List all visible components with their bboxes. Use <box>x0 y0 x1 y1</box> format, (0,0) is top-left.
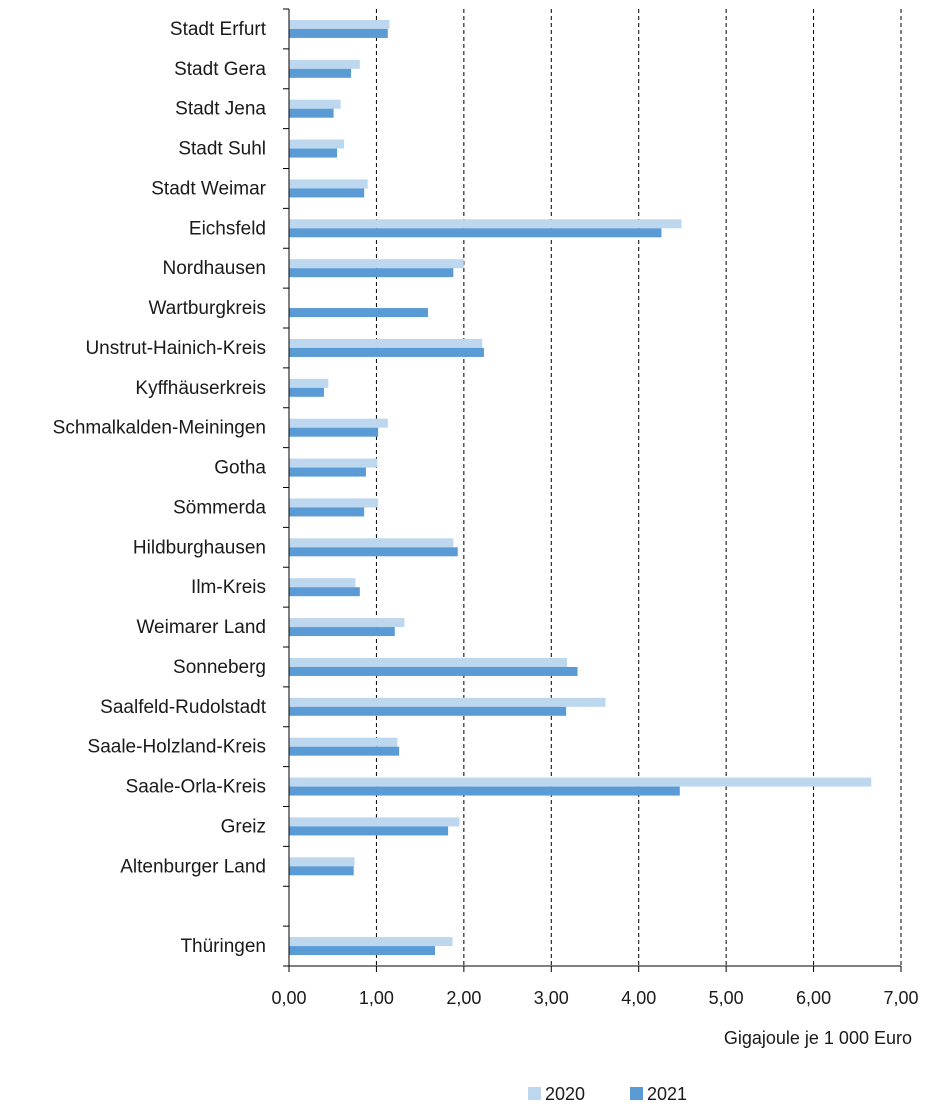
bar-2021 <box>289 627 395 637</box>
legend-swatch-2020 <box>528 1087 541 1100</box>
bar-2020 <box>289 458 378 468</box>
bar-2020 <box>289 259 464 269</box>
bar-2021 <box>289 826 449 836</box>
bar-2021 <box>289 746 400 756</box>
category-label: Kyffhäuserkreis <box>135 378 266 399</box>
category-label: Unstrut-Hainich-Kreis <box>85 338 266 359</box>
bar-2020 <box>289 697 606 707</box>
bar-2020 <box>289 817 460 827</box>
bar-2021 <box>289 28 388 38</box>
category-label: Schmalkalden-Meiningen <box>53 418 266 439</box>
bar-2020 <box>289 657 568 667</box>
bar-2020 <box>289 937 453 947</box>
bar-2021 <box>289 706 567 716</box>
bar-2021 <box>289 228 662 238</box>
category-label: Sömmerda <box>173 497 266 518</box>
bar-2021 <box>289 387 324 397</box>
bar-2020 <box>289 378 329 388</box>
category-label: Greiz <box>221 816 266 837</box>
category-label: Stadt Suhl <box>178 139 266 160</box>
category-label: Saale-Holzland-Kreis <box>88 737 266 758</box>
bar-2020 <box>289 99 341 109</box>
bar-2020 <box>289 857 355 867</box>
category-label: Nordhausen <box>162 258 266 279</box>
axes <box>283 8 902 972</box>
bar-2021 <box>289 666 578 676</box>
bar-2021 <box>289 188 365 198</box>
legend-label: 2021 <box>647 1084 687 1104</box>
grid-lines <box>375 9 902 966</box>
bar-2020 <box>289 777 872 787</box>
bar-2020 <box>289 737 398 747</box>
category-label: Altenburger Land <box>120 856 266 877</box>
x-axis-label: Gigajoule je 1 000 Euro <box>724 1028 912 1048</box>
bar-2021 <box>289 467 366 477</box>
bar-2021 <box>289 68 352 78</box>
x-tick-label: 4,00 <box>621 988 656 1008</box>
bar-2021 <box>289 946 436 956</box>
bar-2021 <box>289 268 454 278</box>
x-tick-label: 5,00 <box>709 988 744 1008</box>
bar-2020 <box>289 618 405 628</box>
category-label: Saalfeld-Rudolstadt <box>100 697 267 718</box>
category-label: Stadt Weimar <box>151 178 266 199</box>
bar-2021 <box>289 587 360 597</box>
bar-2020 <box>289 179 368 189</box>
bar-2020 <box>289 498 379 508</box>
x-tick-label: 2,00 <box>446 988 481 1008</box>
bar-2020 <box>289 219 682 229</box>
category-label: Stadt Erfurt <box>170 19 267 40</box>
bar-2021 <box>289 108 334 118</box>
category-label: Weimarer Land <box>136 617 266 638</box>
bar-2020 <box>289 578 356 588</box>
x-tick-label: 6,00 <box>796 988 831 1008</box>
x-tick-label: 3,00 <box>534 988 569 1008</box>
category-label: Stadt Gera <box>174 59 266 80</box>
legend-label: 2020 <box>545 1084 585 1104</box>
category-label: Sonneberg <box>173 657 266 678</box>
legend: 2020 2021 <box>528 1084 687 1104</box>
bar-2021 <box>289 427 379 437</box>
bar-2021 <box>289 308 429 318</box>
bar-2021 <box>289 148 338 158</box>
bar-2020 <box>289 338 483 348</box>
bar-2020 <box>289 19 390 29</box>
category-label: Saale-Orla-Kreis <box>126 777 266 798</box>
bar-2021 <box>289 507 365 517</box>
x-tick-label: 0,00 <box>271 988 306 1008</box>
bar-2020 <box>289 538 454 548</box>
category-label: Gotha <box>214 458 266 479</box>
x-tick-labels: 0,00 1,00 2,00 3,00 4,00 5,00 6,00 7,00 <box>271 988 918 1008</box>
category-label: Thüringen <box>180 936 266 957</box>
bar-2021 <box>289 866 354 876</box>
x-tick-label: 1,00 <box>359 988 394 1008</box>
bar-2020 <box>289 139 345 149</box>
bar-2021 <box>289 547 458 557</box>
bar-2020 <box>289 59 360 69</box>
legend-swatch-2021 <box>630 1087 643 1100</box>
bar-2021 <box>289 786 680 796</box>
bars <box>289 19 872 956</box>
category-label: Stadt Jena <box>175 99 266 120</box>
bar-2021 <box>289 347 484 357</box>
bar-2020 <box>289 418 388 428</box>
category-labels: Stadt Erfurt Stadt Gera Stadt Jena Stadt Su… <box>53 19 267 957</box>
category-label: Ilm-Kreis <box>191 577 266 598</box>
category-label: Hildburghausen <box>133 537 266 558</box>
category-label: Wartburgkreis <box>148 298 266 319</box>
x-tick-label: 7,00 <box>883 988 918 1008</box>
category-label: Eichsfeld <box>189 218 266 239</box>
